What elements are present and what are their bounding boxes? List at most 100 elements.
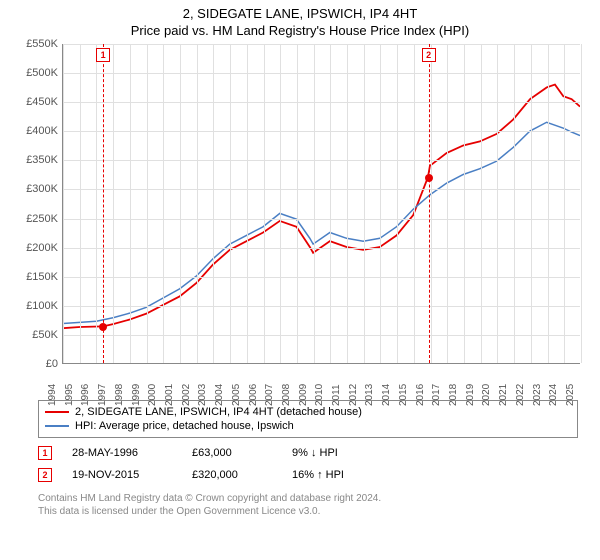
x-tick-label: 2014 (381, 384, 392, 406)
gridline-h (63, 335, 580, 336)
y-tick-label: £250K (26, 213, 58, 225)
gridline-h (63, 248, 580, 249)
x-tick-label: 2023 (532, 384, 543, 406)
y-tick-label: £550K (26, 38, 58, 50)
x-tick-label: 2006 (248, 384, 259, 406)
x-tick-label: 1994 (47, 384, 58, 406)
gridline-v (347, 44, 348, 363)
gridline-v (130, 44, 131, 363)
sales-table: 128-MAY-1996£63,0009% ↓ HPI219-NOV-2015£… (0, 446, 600, 482)
x-tick-label: 2019 (465, 384, 476, 406)
sale-row: 1 28-MAY-1996 £63,000 9% ↓ HPI (38, 446, 600, 460)
y-tick-label: £150K (26, 271, 58, 283)
gridline-v (330, 44, 331, 363)
x-tick-label: 2011 (331, 384, 342, 406)
legend-swatch (45, 411, 69, 413)
gridline-v (96, 44, 97, 363)
footer-line1: Contains HM Land Registry data © Crown c… (38, 492, 600, 505)
x-tick-label: 1995 (64, 384, 75, 406)
sale-date: 28-MAY-1996 (72, 447, 172, 459)
gridline-v (564, 44, 565, 363)
gridline-v (213, 44, 214, 363)
x-tick-label: 2022 (515, 384, 526, 406)
footer-line2: This data is licensed under the Open Gov… (38, 505, 600, 518)
gridline-v (531, 44, 532, 363)
legend-item: HPI: Average price, detached house, Ipsw… (45, 419, 571, 433)
x-tick-label: 2020 (481, 384, 492, 406)
x-axis: 1994199519961997199819992000200120022003… (62, 364, 580, 394)
y-tick-label: £400K (26, 125, 58, 137)
gridline-h (63, 160, 580, 161)
gridline-v (280, 44, 281, 363)
gridline-h (63, 219, 580, 220)
gridline-v (80, 44, 81, 363)
sale-pct: 16% ↑ HPI (292, 469, 392, 481)
sale-marker-line (429, 44, 430, 363)
x-tick-label: 1998 (114, 384, 125, 406)
gridline-v (497, 44, 498, 363)
gridline-v (431, 44, 432, 363)
gridline-v (297, 44, 298, 363)
footer-attribution: Contains HM Land Registry data © Crown c… (38, 492, 600, 518)
sale-price: £320,000 (192, 469, 272, 481)
sale-marker-dot (425, 174, 433, 182)
sale-row: 219-NOV-2015£320,00016% ↑ HPI (38, 468, 600, 482)
gridline-v (113, 44, 114, 363)
x-tick-label: 2024 (548, 384, 559, 406)
x-tick-label: 1996 (80, 384, 91, 406)
legend-label: HPI: Average price, detached house, Ipsw… (75, 420, 294, 432)
sale-index-box: 1 (38, 446, 52, 460)
x-tick-label: 2004 (214, 384, 225, 406)
x-tick-label: 2000 (147, 384, 158, 406)
gridline-v (180, 44, 181, 363)
x-tick-label: 2025 (565, 384, 576, 406)
x-tick-label: 2017 (431, 384, 442, 406)
x-tick-label: 1999 (131, 384, 142, 406)
x-tick-label: 2021 (498, 384, 509, 406)
chart-title-address: 2, SIDEGATE LANE, IPSWICH, IP4 4HT (0, 0, 600, 21)
y-tick-label: £0 (46, 358, 58, 370)
x-tick-label: 2016 (415, 384, 426, 406)
gridline-v (230, 44, 231, 363)
gridline-v (447, 44, 448, 363)
sale-price: £63,000 (192, 447, 272, 459)
x-tick-label: 2007 (264, 384, 275, 406)
gridline-v (247, 44, 248, 363)
gridline-v (397, 44, 398, 363)
x-tick-label: 2005 (231, 384, 242, 406)
x-tick-label: 2010 (314, 384, 325, 406)
x-tick-label: 2012 (348, 384, 359, 406)
y-tick-label: £350K (26, 154, 58, 166)
series-price_paid (63, 85, 580, 329)
y-tick-label: £200K (26, 242, 58, 254)
legend-label: 2, SIDEGATE LANE, IPSWICH, IP4 4HT (deta… (75, 406, 362, 418)
chart-area: £0£50K£100K£150K£200K£250K£300K£350K£400… (20, 44, 580, 394)
gridline-v (147, 44, 148, 363)
gridline-h (63, 306, 580, 307)
x-tick-label: 2008 (281, 384, 292, 406)
gridline-h (63, 102, 580, 103)
x-tick-label: 2013 (364, 384, 375, 406)
gridline-v (197, 44, 198, 363)
sale-pct: 9% ↓ HPI (292, 447, 392, 459)
plot-region: 12 (62, 44, 580, 364)
sale-index-box: 2 (38, 468, 52, 482)
legend-item: 2, SIDEGATE LANE, IPSWICH, IP4 4HT (deta… (45, 405, 571, 419)
gridline-h (63, 189, 580, 190)
gridline-h (63, 131, 580, 132)
gridline-v (314, 44, 315, 363)
x-tick-label: 2015 (398, 384, 409, 406)
x-tick-label: 2002 (181, 384, 192, 406)
series-hpi (63, 122, 580, 323)
x-tick-label: 2009 (298, 384, 309, 406)
chart-title-desc: Price paid vs. HM Land Registry's House … (0, 21, 600, 44)
y-tick-label: £450K (26, 96, 58, 108)
gridline-v (380, 44, 381, 363)
sale-marker-dot (99, 323, 107, 331)
gridline-v (364, 44, 365, 363)
gridline-v (481, 44, 482, 363)
gridline-h (63, 277, 580, 278)
y-tick-label: £100K (26, 300, 58, 312)
gridline-v (163, 44, 164, 363)
gridline-h (63, 44, 580, 45)
